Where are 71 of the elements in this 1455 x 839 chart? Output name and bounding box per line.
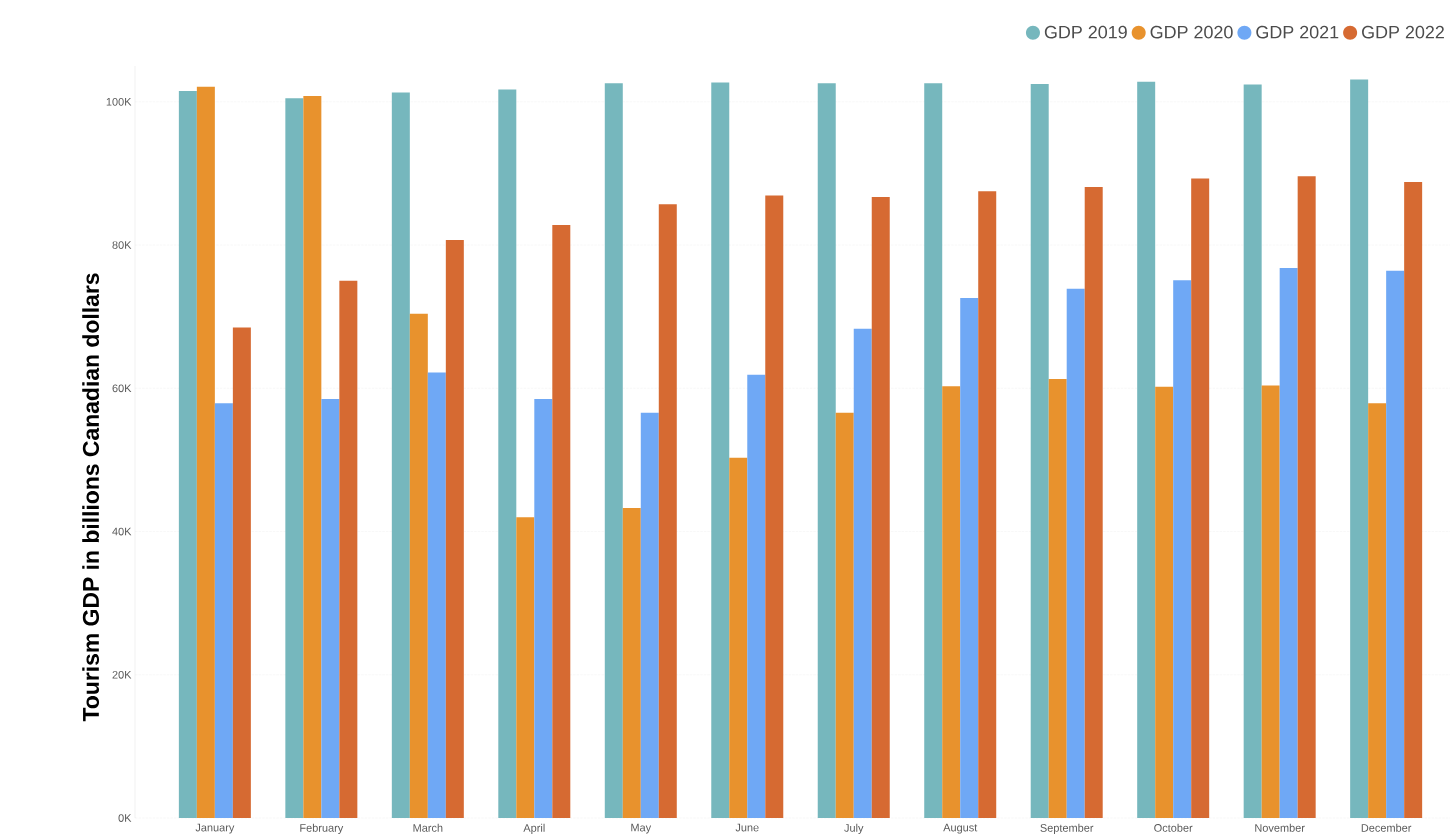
bar [391, 92, 410, 818]
bar [1368, 403, 1387, 818]
bar [285, 98, 304, 818]
y-axis-title: Tourism GDP in billions Canadian dollars [82, 273, 100, 722]
bar [232, 327, 251, 818]
x-tick-label: January [195, 823, 235, 834]
bar [1386, 270, 1405, 818]
x-tick-label: April [523, 823, 545, 834]
bar [1191, 178, 1210, 818]
x-tick-label: July [844, 823, 864, 834]
bar [1084, 187, 1103, 818]
y-tick-label: 40K [112, 527, 132, 536]
x-tick-label: May [631, 823, 652, 834]
bar [1261, 385, 1280, 818]
bar [1243, 84, 1262, 818]
bar [924, 83, 943, 818]
bar [534, 399, 553, 818]
bar [321, 399, 340, 818]
bar [427, 372, 446, 818]
bar [1297, 176, 1316, 818]
bar [1173, 280, 1192, 818]
bar [978, 191, 997, 818]
bar [747, 374, 766, 818]
bar [214, 403, 233, 818]
bar [960, 298, 979, 818]
bar [516, 517, 535, 818]
bar [853, 328, 872, 818]
y-tick-label: 20K [112, 670, 132, 679]
legend-label: GDP 2019 [1044, 25, 1127, 39]
bar [640, 412, 659, 818]
x-tick-label: November [1255, 823, 1305, 832]
x-tick-label: March [413, 823, 443, 832]
bar [1048, 378, 1067, 818]
bar [942, 386, 961, 818]
legend-label: GDP 2021 [1256, 25, 1339, 39]
bar [1155, 386, 1174, 818]
bar [552, 224, 571, 818]
bar [409, 313, 428, 818]
legend-label: GDP 2022 [1362, 25, 1444, 39]
bar [178, 91, 197, 818]
y-tick-label: 0K [118, 814, 132, 822]
bar [1350, 79, 1369, 818]
bar [871, 197, 890, 818]
y-tick-label: 80K [112, 241, 132, 249]
x-tick-label: December [1361, 823, 1412, 832]
legend-label: GDP 2020 [1150, 25, 1233, 39]
bar [622, 507, 641, 818]
bar [711, 82, 730, 818]
bar [604, 83, 623, 818]
bar [729, 457, 748, 818]
bar [1404, 182, 1423, 818]
bar [196, 86, 215, 818]
x-tick-label: February [300, 823, 344, 834]
bar [1030, 83, 1049, 818]
bar [1137, 81, 1156, 818]
bar [817, 83, 836, 818]
x-tick-label: June [735, 823, 759, 832]
bar [445, 240, 464, 818]
bar [1279, 267, 1298, 818]
x-tick-label: October [1154, 823, 1193, 832]
x-tick-label: September [1040, 823, 1094, 834]
bar [835, 412, 854, 818]
bar [765, 195, 784, 818]
bar [339, 280, 358, 818]
bar [1066, 288, 1085, 818]
bar [658, 204, 677, 818]
y-tick-label: 100K [106, 97, 132, 106]
x-tick-label: August [943, 823, 978, 834]
bar [498, 89, 517, 818]
bar [303, 96, 322, 818]
y-tick-label: 60K [112, 384, 132, 393]
